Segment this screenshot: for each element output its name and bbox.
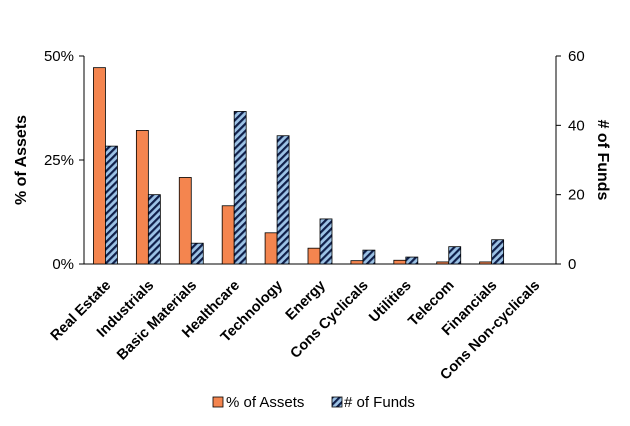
right-tick-label: 20 — [568, 187, 585, 204]
bar-assets — [93, 67, 106, 265]
category-label: Cons Cyclicals — [287, 278, 371, 362]
left-tick-label: 0% — [52, 256, 74, 273]
bar-funds — [233, 111, 247, 265]
bar-assets — [436, 261, 450, 265]
bar-assets — [221, 205, 235, 265]
bars-group — [93, 67, 505, 265]
bar-funds — [276, 135, 290, 265]
legend-label-funds: # of Funds — [344, 394, 415, 411]
bar-assets — [307, 247, 321, 265]
right-tick-label: 40 — [568, 117, 585, 134]
bar-funds — [319, 218, 333, 265]
bar-funds — [491, 239, 505, 265]
bar-funds — [105, 145, 118, 265]
bar-assets — [178, 177, 192, 265]
bar-assets — [479, 261, 493, 265]
legend-swatch-assets — [212, 396, 224, 408]
legend-swatch-funds — [331, 396, 343, 408]
left-tick-label: 25% — [44, 152, 74, 169]
left-axis-title: % of Assets — [13, 115, 30, 205]
bar-funds — [190, 242, 204, 265]
right-tick-label: 0 — [568, 256, 576, 273]
bar-assets — [350, 260, 364, 265]
bar-assets — [393, 259, 407, 265]
legend-label-assets: % of Assets — [226, 394, 304, 411]
right-axis-title: # of Funds — [594, 120, 611, 201]
left-tick-label: 50% — [44, 48, 74, 65]
right-tick-label: 60 — [568, 48, 585, 65]
right-axis-ticks: 0 20 40 60 — [556, 48, 585, 273]
left-axis-ticks: 0% 25% 50% — [44, 48, 84, 273]
category-label: Basic Materials — [114, 278, 200, 364]
legend: % of Assets # of Funds — [212, 394, 415, 411]
bar-funds — [147, 194, 161, 265]
bar-funds — [362, 249, 376, 265]
bar-funds — [448, 246, 462, 265]
bar-assets — [264, 232, 278, 265]
bar-assets — [135, 130, 149, 265]
bar-funds — [405, 256, 419, 265]
